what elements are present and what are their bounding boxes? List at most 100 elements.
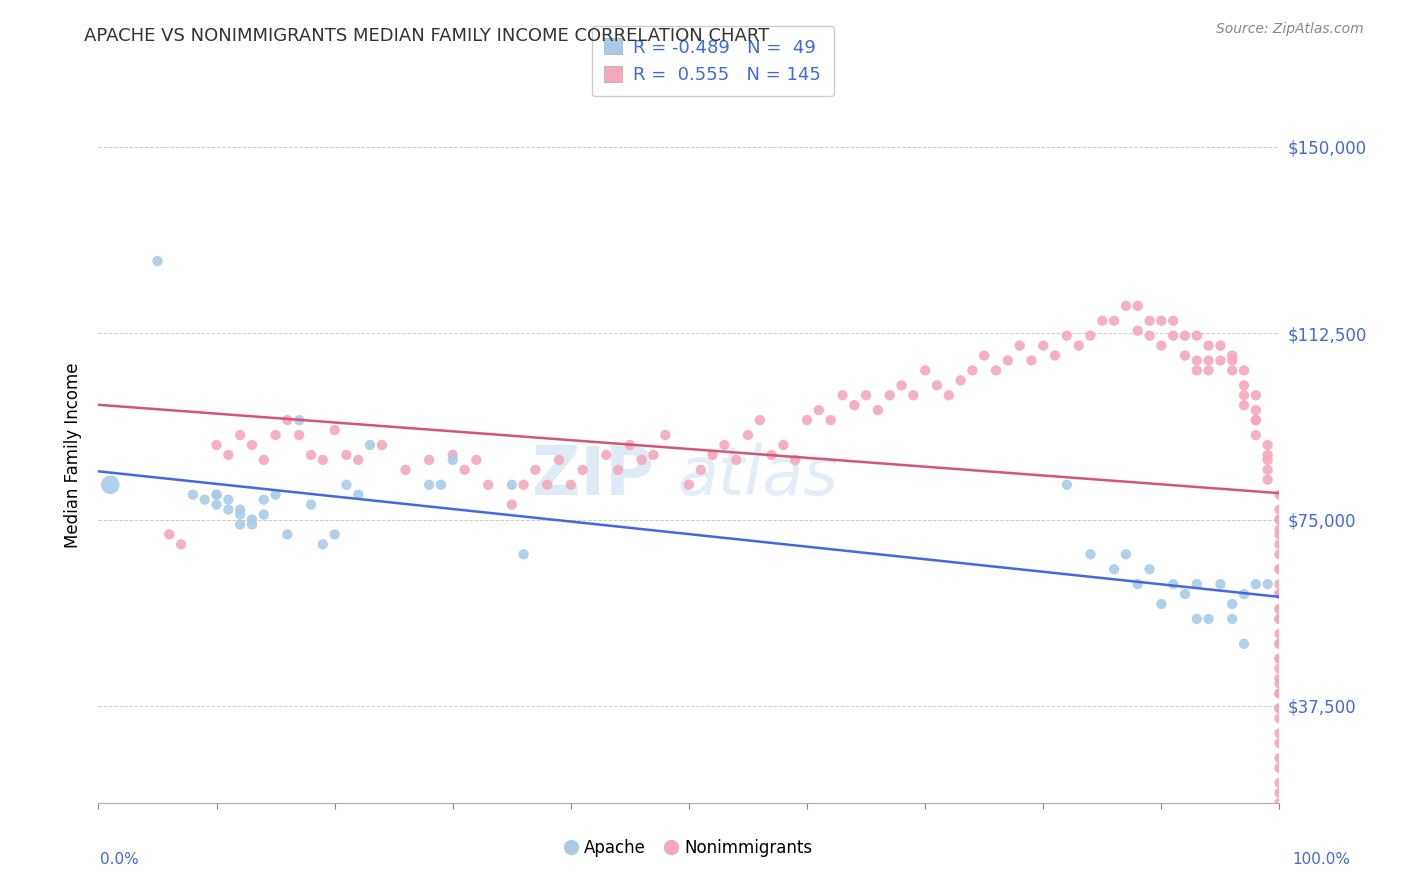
Point [1268, 637, 1291, 651]
Point [879, 388, 901, 402]
Point [1198, 353, 1220, 368]
Point [181, 488, 204, 502]
Point [1268, 547, 1291, 561]
Point [170, 537, 193, 551]
Text: atlas: atlas [678, 442, 838, 508]
Legend: Apache, Nonimmigrants: Apache, Nonimmigrants [560, 833, 818, 864]
Point [1080, 328, 1102, 343]
Point [536, 477, 558, 491]
Point [264, 488, 287, 502]
Point [1268, 672, 1291, 686]
Point [607, 463, 630, 477]
Point [1139, 328, 1161, 343]
Point [501, 498, 523, 512]
Point [1268, 701, 1291, 715]
Point [371, 438, 394, 452]
Point [702, 448, 724, 462]
Point [1233, 637, 1256, 651]
Point [288, 413, 311, 427]
Point [643, 448, 665, 462]
Point [678, 477, 700, 491]
Point [1032, 338, 1054, 352]
Point [253, 508, 276, 522]
Point [1244, 413, 1267, 427]
Point [276, 413, 298, 427]
Point [1115, 299, 1137, 313]
Point [1268, 627, 1291, 641]
Point [1244, 428, 1267, 442]
Point [725, 453, 748, 467]
Point [335, 477, 357, 491]
Point [1139, 314, 1161, 328]
Point [1257, 453, 1279, 467]
Point [240, 512, 263, 526]
Point [1185, 328, 1208, 343]
Point [949, 373, 972, 387]
Point [1174, 587, 1197, 601]
Point [205, 438, 228, 452]
Point [312, 537, 335, 551]
Point [1139, 562, 1161, 576]
Point [1126, 299, 1149, 313]
Point [1268, 711, 1291, 725]
Point [98, 477, 121, 491]
Point [1268, 701, 1291, 715]
Point [1268, 736, 1291, 750]
Point [1268, 577, 1291, 591]
Point [1244, 388, 1267, 402]
Point [772, 438, 794, 452]
Point [1244, 413, 1267, 427]
Point [1115, 547, 1137, 561]
Point [1268, 676, 1291, 690]
Point [501, 477, 523, 491]
Point [1268, 651, 1291, 665]
Point [1220, 363, 1243, 377]
Point [1209, 353, 1232, 368]
Point [1268, 523, 1291, 537]
Point [465, 453, 488, 467]
Point [1174, 328, 1197, 343]
Point [1233, 363, 1256, 377]
Point [1102, 562, 1125, 576]
Point [299, 448, 322, 462]
Point [1056, 477, 1078, 491]
Point [394, 463, 416, 477]
Point [1268, 512, 1291, 526]
Point [1198, 612, 1220, 626]
Point [1268, 686, 1291, 700]
Point [713, 438, 735, 452]
Point [914, 363, 936, 377]
Point [157, 527, 180, 541]
Point [253, 453, 276, 467]
Point [276, 527, 298, 541]
Point [890, 378, 912, 392]
Point [205, 488, 228, 502]
Point [548, 453, 571, 467]
Point [1268, 602, 1291, 616]
Point [1185, 612, 1208, 626]
Text: ZIP: ZIP [531, 442, 654, 508]
Point [253, 492, 276, 507]
Point [1161, 577, 1184, 591]
Point [1233, 398, 1256, 412]
Point [1080, 547, 1102, 561]
Point [1174, 349, 1197, 363]
Point [359, 438, 381, 452]
Point [1268, 776, 1291, 790]
Point [217, 492, 239, 507]
Point [347, 488, 370, 502]
Point [1268, 502, 1291, 516]
Point [1268, 602, 1291, 616]
Point [619, 438, 641, 452]
Point [1102, 314, 1125, 328]
Point [1268, 512, 1291, 526]
Point [748, 413, 770, 427]
Point [820, 413, 842, 427]
Point [807, 403, 830, 417]
Point [477, 477, 499, 491]
Point [1161, 328, 1184, 343]
Point [1056, 328, 1078, 343]
Point [1268, 612, 1291, 626]
Point [595, 448, 617, 462]
Text: APACHE VS NONIMMIGRANTS MEDIAN FAMILY INCOME CORRELATION CHART: APACHE VS NONIMMIGRANTS MEDIAN FAMILY IN… [84, 27, 769, 45]
